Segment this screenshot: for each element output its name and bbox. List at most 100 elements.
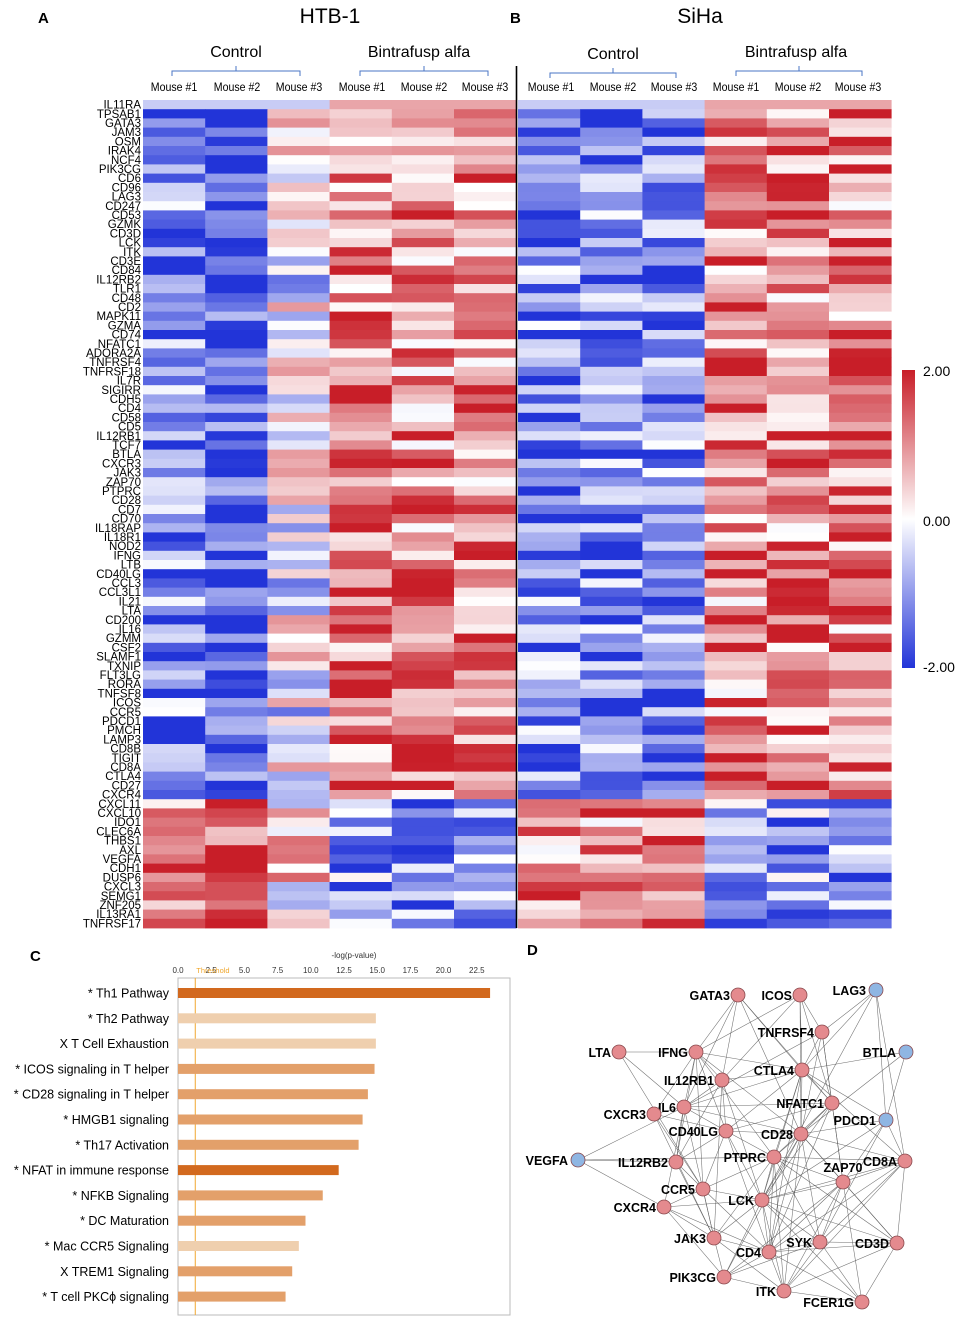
heat-cell	[766, 155, 830, 165]
heat-cell	[267, 578, 330, 588]
heat-cell	[391, 422, 455, 432]
heat-cell	[829, 587, 892, 598]
heat-cell	[143, 836, 206, 846]
heat-cell	[766, 311, 830, 322]
heat-cell	[143, 357, 206, 368]
heat-cell	[642, 477, 705, 487]
htb1-control-label: Control	[210, 44, 262, 61]
heat-cell	[704, 468, 768, 478]
network-edge	[821, 989, 877, 1033]
heat-cell	[454, 330, 517, 340]
heat-cell	[829, 863, 892, 874]
heat-cell	[766, 854, 830, 864]
heat-cell	[391, 293, 455, 303]
heat-cell	[642, 265, 705, 276]
gene-label: SEMG1	[101, 891, 141, 903]
heat-cell	[766, 284, 830, 294]
heat-cell	[391, 734, 455, 745]
heat-cell	[205, 716, 268, 726]
network-edge	[773, 1156, 785, 1292]
network-node-label: LTA	[589, 1046, 611, 1060]
heat-cell	[329, 918, 393, 929]
heat-cell	[143, 210, 206, 220]
gene-label: LTB	[121, 560, 142, 572]
siha-mouse2-treated-label: Mouse #2	[774, 82, 822, 94]
heat-cell	[454, 486, 517, 496]
gene-label: CCR5	[110, 707, 141, 719]
heat-cell	[704, 790, 768, 800]
heat-cell	[766, 495, 830, 506]
heat-cell	[454, 836, 517, 846]
gene-label: BTLA	[112, 449, 141, 461]
heat-cell	[205, 486, 268, 496]
heat-cell	[329, 403, 393, 414]
heat-cell	[642, 845, 705, 855]
heat-cell	[454, 808, 517, 818]
heat-cell	[391, 136, 455, 147]
heat-cell	[143, 698, 206, 708]
heat-cell	[704, 504, 768, 515]
heat-cell	[143, 173, 206, 184]
heat-cell	[829, 247, 892, 257]
heat-cell	[329, 201, 393, 211]
siha-control-bracket	[549, 68, 677, 78]
heat-cell	[829, 100, 892, 110]
heat-cell	[642, 762, 705, 772]
heat-cell	[205, 817, 268, 828]
heat-cell	[580, 118, 643, 128]
heat-cell	[391, 164, 455, 174]
heat-cell	[454, 753, 517, 763]
heat-cell	[704, 385, 768, 395]
htb1-control-bracket	[171, 66, 301, 76]
network-edge	[783, 1181, 844, 1292]
heat-cell	[518, 909, 581, 920]
network-edge	[761, 989, 877, 1201]
heat-cell	[391, 440, 455, 450]
heat-cell	[143, 891, 206, 901]
network-edge	[821, 1031, 833, 1104]
heat-cell	[642, 219, 705, 230]
heat-cell	[454, 477, 517, 487]
heat-cell	[329, 670, 393, 680]
heat-cell	[205, 541, 268, 552]
heat-cell	[518, 734, 581, 745]
heat-cell	[205, 320, 268, 331]
heat-cell	[391, 550, 455, 561]
heat-cell	[267, 284, 330, 294]
heat-cell	[205, 247, 268, 257]
network-edge	[683, 1051, 697, 1108]
network-node	[868, 982, 884, 998]
heat-cell	[329, 596, 393, 607]
heat-cell	[766, 826, 830, 837]
heat-cell	[766, 339, 830, 349]
heat-cell	[267, 330, 330, 340]
heat-cell	[454, 826, 517, 837]
heat-cell	[642, 228, 705, 239]
heat-cell	[143, 422, 206, 432]
heat-cell	[329, 274, 393, 285]
heat-cell	[642, 863, 705, 874]
heat-cell	[704, 431, 768, 441]
heat-cell	[205, 440, 268, 450]
network-edge	[675, 1079, 723, 1163]
heat-cell	[329, 265, 393, 276]
network-node	[812, 1234, 828, 1250]
bar-chart-tick-label: 2.5	[206, 966, 218, 975]
heat-cell	[829, 688, 892, 699]
network-edge	[773, 1156, 821, 1243]
heat-cell	[518, 863, 581, 874]
gene-label: CDH5	[110, 394, 141, 406]
heat-cell	[829, 394, 892, 404]
heat-cell	[143, 532, 206, 542]
heat-cell	[829, 118, 892, 128]
heat-cell	[580, 210, 643, 220]
heat-cell	[329, 357, 393, 368]
heat-cell	[454, 403, 517, 414]
heat-cell	[391, 109, 455, 119]
heat-cell	[205, 882, 268, 892]
heat-cell	[205, 734, 268, 745]
heat-cell	[766, 514, 830, 524]
heat-cell	[642, 817, 705, 828]
heat-cell	[766, 146, 830, 156]
heat-cell	[329, 339, 393, 349]
